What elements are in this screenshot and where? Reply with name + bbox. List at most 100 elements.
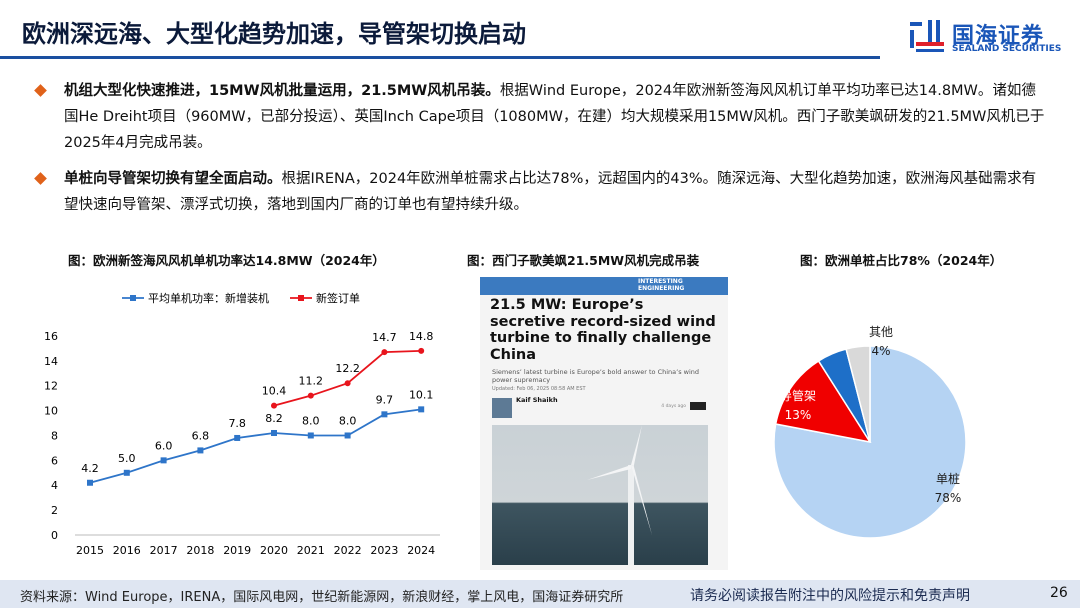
page-number: 26 [1050, 585, 1068, 601]
data-point [234, 434, 241, 441]
data-label: 6.0 [155, 439, 173, 452]
data-label: 5.0 [118, 452, 136, 465]
author-avatar [492, 398, 512, 418]
bullet-bold: 机组大型化快速推进，15MW风机批量运用，21.5MW风机吊装。 [64, 83, 500, 99]
author-row: Kaif Shaikh 4 days ago [492, 396, 716, 426]
data-point [381, 411, 388, 418]
legend-marker [130, 295, 136, 301]
turbine-photo [492, 425, 708, 565]
data-label: 8.0 [302, 414, 320, 427]
comment-icon [690, 402, 706, 410]
x-tick-label: 2019 [223, 544, 251, 557]
series-line [273, 349, 422, 407]
sealand-logo-icon [910, 20, 944, 52]
article-age: 4 days ago [661, 404, 686, 409]
y-tick-label: 14 [44, 355, 58, 368]
bullet-text: 根据Wind Europe，2024年欧洲新签海风风机订单平均功率已达14.8M… [64, 83, 1045, 151]
y-tick-label: 4 [51, 479, 58, 492]
diamond-bullet-icon [34, 84, 47, 97]
slice-label: 重力 [848, 331, 872, 345]
x-tick-label: 2022 [334, 544, 362, 557]
x-tick-label: 2023 [370, 544, 398, 557]
bullet-1: 机组大型化快速推进，15MW风机批量运用，21.5MW风机吊装。根据Wind E… [34, 78, 1046, 156]
slice-label: 导管架 [780, 388, 816, 403]
pie-slice [773, 345, 967, 539]
author-name: Kaif Shaikh [516, 396, 558, 404]
data-label: 10.1 [409, 388, 434, 401]
data-label: 4.2 [81, 462, 99, 475]
legend-label: 平均单机功率：新增装机 [148, 291, 269, 305]
data-point [418, 347, 425, 354]
data-point [307, 432, 314, 439]
data-label: 10.4 [262, 385, 287, 398]
y-tick-label: 10 [44, 405, 58, 418]
logo-en: SEALAND SECURITIES [952, 44, 1062, 54]
bullet-text: 根据IRENA，2024年欧洲单桩需求占比达78%，远超国内的43%。随深远海、… [64, 171, 1037, 213]
data-point [123, 469, 130, 476]
title-divider [0, 56, 880, 59]
data-point [87, 479, 93, 486]
caption-pie: 图：欧洲单桩占比78%（2024年） [800, 253, 1003, 268]
slice-label: 其他 [869, 325, 893, 339]
article-header: INTERESTING ENGINEERING [480, 277, 728, 295]
bullet-bold: 单桩向导管架切换有望全面启动。 [64, 171, 282, 187]
slice-pct: 78% [935, 491, 962, 505]
data-label: 11.2 [299, 375, 324, 388]
data-point [160, 457, 167, 464]
data-point [418, 406, 425, 413]
x-tick-label: 2015 [76, 544, 104, 557]
y-tick-label: 12 [44, 380, 58, 393]
data-point [197, 447, 204, 454]
data-label: 12.2 [335, 362, 360, 375]
x-tick-label: 2024 [407, 544, 435, 557]
legend-label: 新签订单 [316, 291, 360, 305]
data-label: 7.8 [228, 417, 246, 430]
data-point [307, 392, 314, 399]
y-tick-label: 2 [51, 504, 58, 517]
y-tick-label: 0 [51, 529, 58, 542]
x-tick-label: 2017 [150, 544, 178, 557]
data-point [381, 349, 388, 356]
article-screenshot: INTERESTING ENGINEERING 21.5 MW: Europe’… [480, 277, 728, 570]
pie-slice [845, 345, 871, 443]
data-label: 6.8 [192, 429, 210, 442]
data-point [271, 402, 277, 409]
y-tick-label: 8 [51, 429, 58, 442]
source-note: 资料来源：Wind Europe，IRENA，国际风电网，世纪新能源网，新浪财经… [20, 590, 624, 605]
data-point [344, 380, 351, 387]
x-tick-label: 2018 [186, 544, 214, 557]
data-label: 8.2 [265, 412, 283, 425]
slice-label: 单桩 [936, 471, 960, 486]
x-tick-label: 2020 [260, 544, 288, 557]
x-tick-label: 2016 [113, 544, 141, 557]
data-point [344, 432, 351, 439]
data-point [271, 429, 277, 436]
x-tick-label: 2021 [297, 544, 325, 557]
data-label: 14.8 [409, 330, 434, 343]
caption-line-chart: 图：欧洲新签海风风机单机功率达14.8MW（2024年） [68, 253, 385, 268]
data-label: 8.0 [339, 414, 357, 427]
caption-photo: 图：西门子歌美飒21.5MW风机完成吊装 [467, 253, 700, 268]
footer: 资料来源：Wind Europe，IRENA，国际风电网，世纪新能源网，新浪财经… [0, 580, 1080, 608]
legend-marker [298, 295, 304, 301]
page-title: 欧洲深远海、大型化趋势加速，导管架切换启动 [22, 20, 526, 48]
pie-slice [774, 359, 872, 444]
wind-turbine-icon [587, 425, 652, 565]
disclaimer: 请务必阅读报告附注中的风险提示和免责声明 [690, 588, 970, 604]
logo-cn: 国海证券 [952, 24, 1045, 49]
slice-pct: 13% [785, 408, 812, 422]
line-chart: 0 2 4 6 8 10 12 14 16 2015 2016 2017 2018 2019 2020 202… [44, 291, 440, 557]
diamond-bullet-icon [34, 172, 47, 185]
bullet-2: 单桩向导管架切换有望全面启动。根据IRENA，2024年欧洲单桩需求占比达78%… [34, 166, 1046, 218]
y-tick-label: 16 [44, 330, 58, 343]
article-updated: Updated: Feb 06, 2025 08:58 AM EST [492, 386, 586, 392]
logo: 国海证券 SEALAND SECURITIES [906, 16, 1066, 56]
article-headline: 21.5 MW: Europe’s secretive record-sized… [490, 297, 716, 363]
slice-pct: 4% [871, 344, 890, 358]
brand-label: INTERESTING ENGINEERING [638, 278, 685, 292]
series-line [89, 408, 422, 484]
data-label: 9.7 [376, 393, 394, 406]
y-tick-label: 6 [51, 454, 58, 467]
article-subtitle: Siemens’ latest turbine is Europe’s bold… [492, 368, 700, 384]
